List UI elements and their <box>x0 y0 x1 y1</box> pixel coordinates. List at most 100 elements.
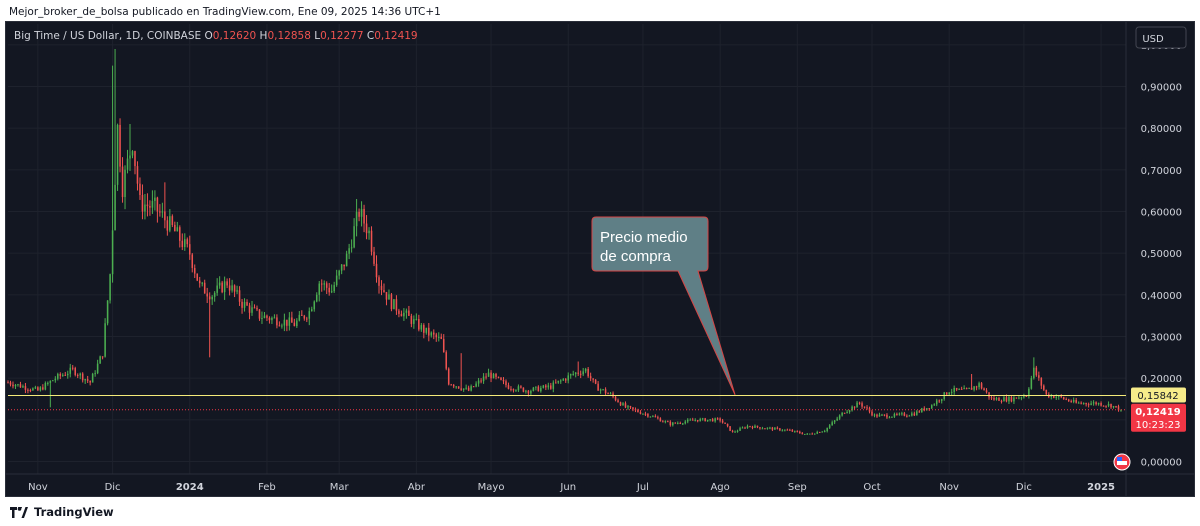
candle-body <box>923 408 926 411</box>
candle-body <box>674 422 677 424</box>
candle-body <box>993 398 995 400</box>
candle-body <box>1100 403 1102 406</box>
candle-body <box>751 426 754 428</box>
candle-body <box>233 285 236 292</box>
candle-body <box>1057 395 1060 397</box>
candle-body <box>679 422 682 424</box>
candle-body <box>604 389 607 394</box>
candle-body <box>136 166 139 184</box>
candle-body <box>764 428 766 430</box>
candle-body <box>74 368 77 375</box>
candle-body <box>557 380 560 383</box>
candle-body <box>89 380 91 383</box>
candle-body <box>94 373 96 375</box>
candle-body <box>246 301 248 306</box>
candle-body <box>131 151 134 156</box>
candle-body <box>408 310 410 316</box>
candle-body <box>241 301 243 308</box>
candle-body <box>388 294 390 300</box>
last-price-badge-label: 0,12419 <box>1135 407 1181 418</box>
candle-body <box>164 211 166 221</box>
symbol-title: Big Time / US Dollar, 1D, COINBASE <box>14 30 205 42</box>
symbol-legend[interactable]: Big Time / US Dollar, 1D, COINBASE O0,12… <box>14 30 418 42</box>
candle-body <box>480 380 482 382</box>
candle-body <box>806 433 809 435</box>
candle-body <box>1030 378 1033 389</box>
candle-body <box>694 419 696 421</box>
candle-body <box>530 391 532 394</box>
candle-body <box>179 227 181 241</box>
candle-body <box>442 338 445 353</box>
candle-body <box>1097 403 1100 405</box>
candle-body <box>213 292 216 297</box>
candle-body <box>310 309 313 312</box>
candle-body <box>1062 397 1065 400</box>
candle-body <box>126 158 129 170</box>
candle-body <box>405 310 408 313</box>
candle-body <box>66 373 69 376</box>
candle-body <box>477 380 480 384</box>
candle-body <box>462 388 465 390</box>
callout-text-line2: de compra <box>600 248 672 265</box>
candle-body <box>1105 405 1107 407</box>
candle-body <box>858 402 861 404</box>
candle-body <box>134 151 136 167</box>
candle-body <box>709 419 711 421</box>
candle-body <box>288 317 291 326</box>
candle-body <box>375 263 378 278</box>
avg-price-badge-label: 0,15842 <box>1137 391 1178 402</box>
candle-body <box>1117 406 1120 411</box>
candle-body <box>365 223 368 234</box>
candle-body <box>268 317 271 321</box>
candle-body <box>69 367 72 374</box>
candle-body <box>714 418 716 422</box>
candle-body <box>370 230 373 252</box>
x-tick-label: Dic <box>105 482 121 493</box>
candle-body <box>926 408 928 411</box>
candle-body <box>196 273 199 281</box>
candle-body <box>423 325 425 333</box>
x-tick-label: Feb <box>258 482 276 493</box>
candle-body <box>1040 377 1043 386</box>
candle-body <box>505 381 507 386</box>
candle-body <box>208 296 211 300</box>
currency-button[interactable] <box>1135 26 1187 49</box>
candle-body <box>724 422 726 424</box>
candle-body <box>425 327 428 333</box>
low-value: 0,12277 <box>320 30 367 42</box>
candle-body <box>567 375 570 381</box>
candle-body <box>400 313 403 317</box>
candle-body <box>729 426 731 431</box>
candle-body <box>930 405 933 409</box>
candle-body <box>886 414 888 418</box>
candle-body <box>848 410 851 412</box>
candle-body <box>1087 404 1090 406</box>
callout-balloon[interactable] <box>591 216 736 396</box>
candle-body <box>166 220 169 231</box>
candle-body <box>863 406 866 408</box>
candle-body <box>1107 403 1110 406</box>
currency-button-label: USD <box>1142 34 1164 45</box>
candle-body <box>12 384 14 387</box>
candle-body <box>838 415 841 419</box>
candle-body <box>878 414 881 417</box>
candle-body <box>789 429 791 431</box>
candle-body <box>206 293 208 297</box>
candle-body <box>338 270 340 276</box>
candle-body <box>584 368 587 372</box>
candle-body <box>313 301 316 310</box>
candle-body <box>445 352 448 369</box>
candle-body <box>380 285 383 291</box>
candle-body <box>664 421 667 423</box>
y-tick-label: 0,20000 <box>1141 374 1182 385</box>
callout-text-line1: Precio medio <box>600 229 688 246</box>
candle-body <box>323 283 325 285</box>
candle-body <box>928 408 931 410</box>
candle-body <box>497 376 500 378</box>
candle-body <box>201 282 203 284</box>
candle-body <box>652 416 654 418</box>
candle-body <box>898 413 901 415</box>
candle-body <box>804 433 806 435</box>
